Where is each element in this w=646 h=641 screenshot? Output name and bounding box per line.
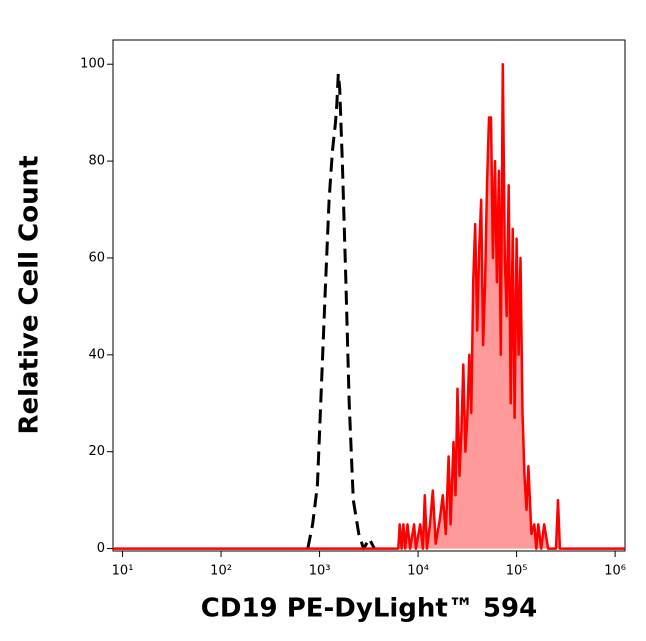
- x-tick-label: 10³: [309, 564, 331, 579]
- line: [113, 62, 625, 550]
- area: [113, 64, 625, 549]
- y-tick-label: 60: [88, 250, 105, 265]
- y-axis-title: Relative Cell Count: [15, 155, 45, 434]
- x-tick-label: 10⁵: [506, 564, 528, 579]
- y-tick-label: 40: [88, 347, 105, 362]
- line: [306, 72, 376, 551]
- x-tick-label: 10⁶: [604, 564, 626, 579]
- x-tick-label: 10¹: [112, 564, 134, 579]
- y-tick-label: 20: [88, 444, 105, 459]
- y-tick-label: 100: [80, 57, 105, 72]
- y-tick-label: 0: [97, 541, 105, 556]
- y-tick-label: 80: [88, 154, 105, 169]
- plot-frame: [112, 39, 626, 552]
- x-axis-title: CD19 PE-DyLight™ 594: [201, 594, 537, 624]
- x-tick-label: 10⁴: [407, 564, 429, 579]
- x-tick-label: 10²: [210, 564, 232, 579]
